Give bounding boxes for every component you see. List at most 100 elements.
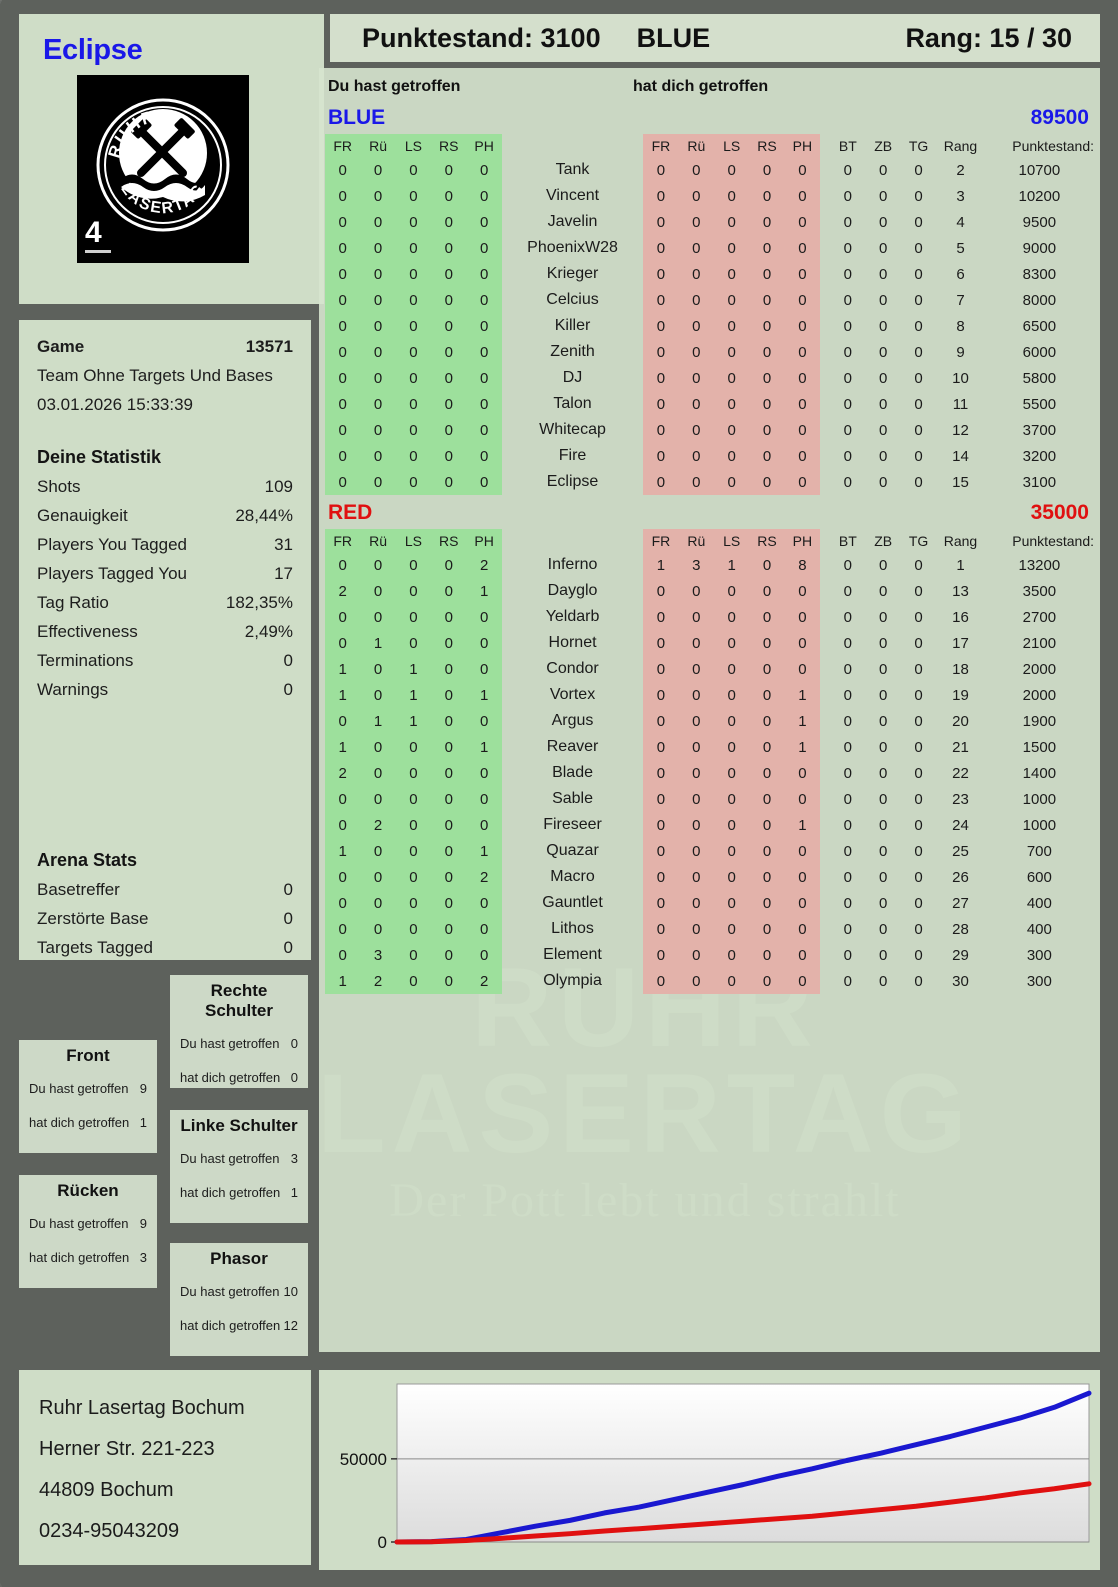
cell-tg: 0 <box>914 686 923 704</box>
cell-them-LS: 0 <box>713 812 750 838</box>
cell-them-FR: 0 <box>643 391 679 417</box>
cell-tg: 0 <box>914 447 923 465</box>
chart-series-blue <box>394 1390 1092 1545</box>
cell-you-PH: 0 <box>466 890 502 916</box>
table-row[interactable]: 0 2 0 0 0 Fireseer 0 0 0 0 1 0 0 0 24 1000 <box>325 812 1094 838</box>
table-row[interactable]: 0 0 0 0 0 Celcius 0 0 0 0 0 0 0 0 7 8000 <box>325 287 1094 313</box>
table-row[interactable]: 0 0 0 0 0 Vincent 0 0 0 0 0 0 0 0 3 10200 <box>325 183 1094 209</box>
stat-row: Targets Tagged 0 <box>37 933 293 962</box>
address-line-1: Ruhr Lasertag Bochum <box>39 1397 245 1419</box>
table-row[interactable]: 0 0 0 0 0 Krieger 0 0 0 0 0 0 0 0 6 8300 <box>325 261 1094 287</box>
stat-row: Players Tagged You 17 <box>37 559 293 588</box>
cell-you-LS: 0 <box>395 365 432 391</box>
zone-hit-row: Du hast getroffen 9 <box>29 1071 147 1105</box>
table-row[interactable]: 0 0 0 0 0 Lithos 0 0 0 0 0 0 0 0 28 400 <box>325 916 1094 942</box>
table-row[interactable]: 1 0 1 0 0 Condor 0 0 0 0 0 0 0 0 18 2000 <box>325 656 1094 682</box>
cell-them-Rü: 3 <box>678 552 714 578</box>
table-row[interactable]: 0 0 0 0 0 Fire 0 0 0 0 0 0 0 0 14 3200 <box>325 443 1094 469</box>
cell-them-FR: 0 <box>643 604 679 630</box>
table-row[interactable]: 1 2 0 0 2 Olympia 0 0 0 0 0 0 0 0 30 300 <box>325 968 1094 994</box>
table-row[interactable]: 0 1 0 0 0 Hornet 0 0 0 0 0 0 0 0 17 2100 <box>325 630 1094 656</box>
cell-you-PH: 0 <box>466 339 502 365</box>
col-head-punktestand: Punktestand: <box>1012 532 1094 549</box>
cell-you-RS: 0 <box>431 786 467 812</box>
table-row[interactable]: 0 0 0 0 2 Macro 0 0 0 0 0 0 0 0 26 600 <box>325 864 1094 890</box>
cell-you-FR: 0 <box>325 864 361 890</box>
cell-them-Rü: 0 <box>678 339 714 365</box>
table-row[interactable]: 0 0 0 0 0 Tank 0 0 0 0 0 0 0 0 2 10700 <box>325 157 1094 183</box>
table-row[interactable]: 0 0 0 0 0 Talon 0 0 0 0 0 0 0 0 11 5500 <box>325 391 1094 417</box>
table-row[interactable]: 0 0 0 0 0 Yeldarb 0 0 0 0 0 0 0 0 16 2700 <box>325 604 1094 630</box>
zone-hit-row: Du hast getroffen 9 <box>29 1206 147 1240</box>
cell-player-name: Vortex <box>549 686 596 703</box>
cell-you-LS: 0 <box>395 604 432 630</box>
cell-them-LS: 0 <box>713 890 750 916</box>
table-row[interactable]: 0 0 0 0 0 Zenith 0 0 0 0 0 0 0 0 9 6000 <box>325 339 1094 365</box>
cell-rang: 11 <box>952 395 969 413</box>
cell-them-PH: 0 <box>784 656 821 682</box>
table-row[interactable]: 0 0 0 0 0 Javelin 0 0 0 0 0 0 0 0 4 9500 <box>325 209 1094 235</box>
cell-them-Rü: 0 <box>678 578 714 604</box>
col-head-you-RS: RS <box>431 529 467 552</box>
table-row[interactable]: 2 0 0 0 1 Dayglo 0 0 0 0 0 0 0 0 13 3500 <box>325 578 1094 604</box>
table-row[interactable]: 1 0 0 0 1 Reaver 0 0 0 0 1 0 0 0 21 1500 <box>325 734 1094 760</box>
cell-them-Rü: 0 <box>678 734 714 760</box>
stat-value: 28,44% <box>235 505 293 525</box>
table-row[interactable]: 0 0 0 0 0 Whitecap 0 0 0 0 0 0 0 0 12 3700 <box>325 417 1094 443</box>
cell-tg: 0 <box>914 608 923 626</box>
table-row[interactable]: 0 0 0 0 0 Killer 0 0 0 0 0 0 0 0 8 6500 <box>325 313 1094 339</box>
cell-them-LS: 0 <box>713 183 750 209</box>
table-row[interactable]: 0 1 1 0 0 Argus 0 0 0 0 1 0 0 0 20 1900 <box>325 708 1094 734</box>
cell-rang: 3 <box>956 187 965 205</box>
cell-rang: 23 <box>952 790 969 808</box>
cell-bt: 0 <box>843 556 852 574</box>
table-row[interactable]: 0 0 0 0 0 PhoenixW28 0 0 0 0 0 0 0 0 5 9000 <box>325 235 1094 261</box>
game-datetime: 03.01.2026 15:33:39 <box>37 394 193 414</box>
table-row[interactable]: 0 3 0 0 0 Element 0 0 0 0 0 0 0 0 29 300 <box>325 942 1094 968</box>
cell-player-name: PhoenixW28 <box>527 239 618 256</box>
cell-you-Rü: 0 <box>360 339 396 365</box>
cell-you-FR: 1 <box>325 968 361 994</box>
cell-them-PH: 1 <box>784 812 821 838</box>
zone-phasor: Phasor Du hast getroffen 10 hat dich get… <box>170 1243 308 1356</box>
cell-punktestand: 700 <box>1026 842 1052 860</box>
cell-tg: 0 <box>914 317 923 335</box>
table-row[interactable]: 0 0 0 0 0 Eclipse 0 0 0 0 0 0 0 0 15 3100 <box>325 469 1094 495</box>
cell-zb: 0 <box>879 972 888 990</box>
cell-them-RS: 0 <box>749 734 785 760</box>
cell-them-RS: 0 <box>749 365 785 391</box>
cell-them-Rü: 0 <box>678 469 714 495</box>
table-row[interactable]: 1 0 1 0 1 Vortex 0 0 0 0 1 0 0 0 19 2000 <box>325 682 1094 708</box>
table-row[interactable]: 1 0 0 0 1 Quazar 0 0 0 0 0 0 0 0 25 700 <box>325 838 1094 864</box>
cell-rang: 29 <box>952 946 969 964</box>
cell-zb: 0 <box>879 343 888 361</box>
cell-zb: 0 <box>879 447 888 465</box>
cell-them-RS: 0 <box>749 656 785 682</box>
cell-bt: 0 <box>843 317 852 335</box>
stat-label: Shots <box>37 476 81 496</box>
cell-you-RS: 0 <box>431 183 467 209</box>
col-head-you-LS: LS <box>395 134 432 157</box>
cell-them-LS: 0 <box>713 760 750 786</box>
cell-tg: 0 <box>914 473 923 491</box>
cell-them-FR: 0 <box>643 235 679 261</box>
cell-you-Rü: 0 <box>360 469 396 495</box>
cell-you-PH: 1 <box>466 578 502 604</box>
cell-you-FR: 0 <box>325 630 361 656</box>
cell-them-PH: 0 <box>784 864 821 890</box>
cell-you-LS: 0 <box>395 916 432 942</box>
table-row[interactable]: 0 0 0 0 2 Inferno 1 3 1 0 8 0 0 0 1 13200 <box>325 552 1094 578</box>
table-row[interactable]: 0 0 0 0 0 DJ 0 0 0 0 0 0 0 0 10 5800 <box>325 365 1094 391</box>
table-row[interactable]: 2 0 0 0 0 Blade 0 0 0 0 0 0 0 0 22 1400 <box>325 760 1094 786</box>
cell-them-RS: 0 <box>749 552 785 578</box>
zone-got-hit-value: 0 <box>290 1069 298 1085</box>
cell-them-RS: 0 <box>749 838 785 864</box>
cell-them-PH: 0 <box>784 968 821 994</box>
cell-player-name: Celcius <box>546 291 599 308</box>
col-head-them-Rü: Rü <box>678 134 714 157</box>
cell-zb: 0 <box>879 868 888 886</box>
table-row[interactable]: 0 0 0 0 0 Gauntlet 0 0 0 0 0 0 0 0 27 400 <box>325 890 1094 916</box>
cell-zb: 0 <box>879 608 888 626</box>
cell-you-PH: 0 <box>466 443 502 469</box>
table-row[interactable]: 0 0 0 0 0 Sable 0 0 0 0 0 0 0 0 23 1000 <box>325 786 1094 812</box>
